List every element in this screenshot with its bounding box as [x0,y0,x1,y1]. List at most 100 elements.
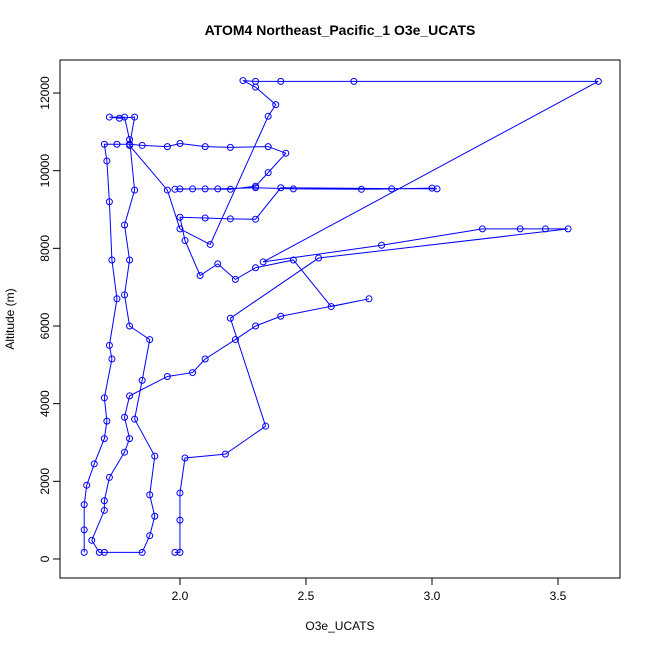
data-point [131,186,139,194]
plot-frame [59,59,621,579]
data-point [221,450,229,458]
data-point [226,314,234,322]
data-point [131,113,139,121]
data-point [80,526,88,534]
data-point [105,341,113,349]
y-tick-label: 4000 [38,390,52,417]
data-point [90,460,98,468]
data-point [262,422,270,430]
y-tick-label: 6000 [38,312,52,339]
data-point [138,548,146,556]
y-axis-label: Altitude (m) [3,288,17,349]
data-point [239,77,247,85]
data-point [226,185,234,193]
data-point [151,452,159,460]
data-point [176,139,184,147]
data-point [264,112,272,120]
data-point [206,240,214,248]
data-point [428,184,436,192]
data-point [126,141,134,149]
y-tick-label: 0 [38,555,52,562]
data-point [226,215,234,223]
data-point [594,77,602,85]
data-line [83,80,599,553]
data-point [272,101,280,109]
data-point [252,264,260,272]
y-tick-label: 8000 [38,235,52,262]
data-point [231,275,239,283]
chart-title: ATOM4 Northeast_Pacific_1 O3e_UCATS [205,22,476,38]
data-point [113,295,121,303]
data-point [259,258,267,266]
data-point [146,336,154,344]
x-tick-label: 3.0 [424,589,441,603]
data-point [146,491,154,499]
data-point [100,506,108,514]
data-point [88,536,96,544]
data-point [171,548,179,556]
data-point [226,143,234,151]
data-point [189,185,197,193]
x-tick-label: 2.5 [298,589,315,603]
data-point [277,184,285,192]
data-point [214,185,222,193]
data-point [277,312,285,320]
y-tick-label: 2000 [38,468,52,495]
data-point [252,322,260,330]
data-point [201,214,209,222]
data-point [541,225,549,233]
data-point [121,291,129,299]
data-point [176,225,184,233]
data-point [252,77,260,85]
data-point [121,221,129,229]
data-point [108,355,116,363]
data-point [126,435,134,443]
data-point [564,225,572,233]
data-point [201,355,209,363]
data-point [289,185,297,193]
data-point [264,143,272,151]
y-tick-label: 10000 [38,154,52,188]
data-point [121,448,129,456]
x-axis-label: O3e_UCATS [305,619,374,633]
data-point [176,516,184,524]
data-point [121,113,129,121]
data-point [138,141,146,149]
data-point [176,489,184,497]
data-point [103,417,111,425]
data-point [103,157,111,165]
data-point [100,394,108,402]
data-point [163,186,171,194]
data-point [171,185,179,193]
data-point [95,548,103,556]
data-point [163,372,171,380]
data-point [516,225,524,233]
data-point [327,303,335,311]
data-point [252,184,260,192]
data-point [105,113,113,121]
data-point [201,143,209,151]
data-point [282,149,290,157]
data-point [433,185,441,193]
data-point [151,512,159,520]
data-point [196,272,204,280]
data-point [105,198,113,206]
data-point [126,322,134,330]
data-point [100,140,108,148]
data-point [264,169,272,177]
data-point [126,256,134,264]
data-point [231,336,239,344]
data-point [365,295,373,303]
data-point [100,497,108,505]
data-point [80,501,88,509]
data-point [80,548,88,556]
data-point [108,256,116,264]
data-point [189,369,197,377]
data-point [201,185,209,193]
y-tick-label: 12000 [38,76,52,110]
data-point [357,185,365,193]
data-point [115,114,123,122]
data-point [83,481,91,489]
data-point [176,213,184,221]
